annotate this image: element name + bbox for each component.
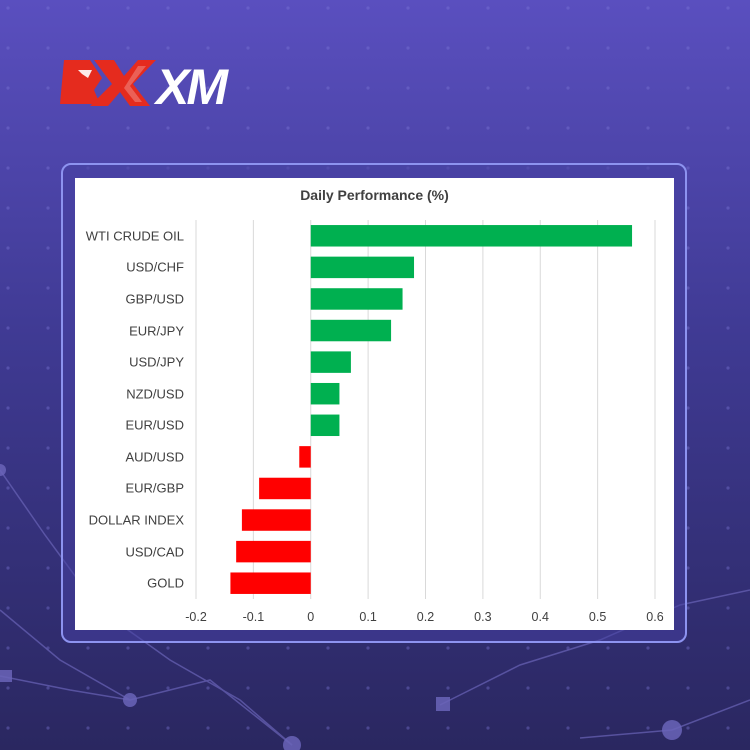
bar-chart bbox=[195, 220, 656, 599]
bar-eur-gbp bbox=[259, 477, 311, 500]
category-label: USD/CHF bbox=[126, 259, 184, 275]
x-tick-label: -0.2 bbox=[185, 610, 207, 624]
category-label: USD/JPY bbox=[129, 354, 184, 370]
bar-gbp-usd bbox=[310, 288, 403, 310]
category-label: AUD/USD bbox=[125, 449, 184, 465]
category-label: EUR/USD bbox=[125, 417, 184, 433]
category-label: WTI CRUDE OIL bbox=[85, 228, 184, 244]
category-label: GOLD bbox=[147, 575, 184, 591]
bar-gold bbox=[230, 572, 311, 594]
bar-eur-usd bbox=[310, 414, 340, 437]
bar-wti-crude-oil bbox=[310, 225, 633, 247]
x-tick-label: 0 bbox=[307, 610, 315, 624]
xm-logo: XM bbox=[60, 59, 232, 112]
chart-title: Daily Performance (%) bbox=[300, 187, 449, 203]
x-tick-label: 0.5 bbox=[588, 610, 607, 624]
bar-dollar-index bbox=[241, 509, 311, 531]
bar-usd-cad bbox=[236, 540, 311, 563]
bar-eur-jpy bbox=[310, 319, 392, 342]
bar-nzd-usd bbox=[310, 382, 340, 405]
bar-aud-usd bbox=[299, 446, 311, 468]
x-tick-label: 0.1 bbox=[359, 610, 377, 624]
chart-panel: Daily Performance (%) WTI CRUDE OIL USD/C… bbox=[75, 178, 674, 630]
x-tick-label: 0.2 bbox=[416, 610, 435, 624]
category-label: DOLLAR INDEX bbox=[88, 512, 184, 528]
category-label: EUR/GBP bbox=[125, 480, 184, 496]
x-tick-label: 0.3 bbox=[474, 610, 492, 624]
category-label: NZD/USD bbox=[126, 386, 184, 402]
bar-usd-chf bbox=[310, 256, 415, 279]
x-tick-label: 0.6 bbox=[646, 610, 664, 624]
x-tick-label: -0.1 bbox=[242, 610, 265, 624]
category-label: EUR/JPY bbox=[129, 323, 184, 339]
category-label: GBP/USD bbox=[125, 291, 184, 307]
x-tick-label: 0.4 bbox=[531, 610, 549, 624]
category-label: USD/CAD bbox=[125, 544, 184, 560]
xm-logo-text: XM bbox=[153, 59, 229, 112]
bar-usd-jpy bbox=[310, 351, 351, 373]
